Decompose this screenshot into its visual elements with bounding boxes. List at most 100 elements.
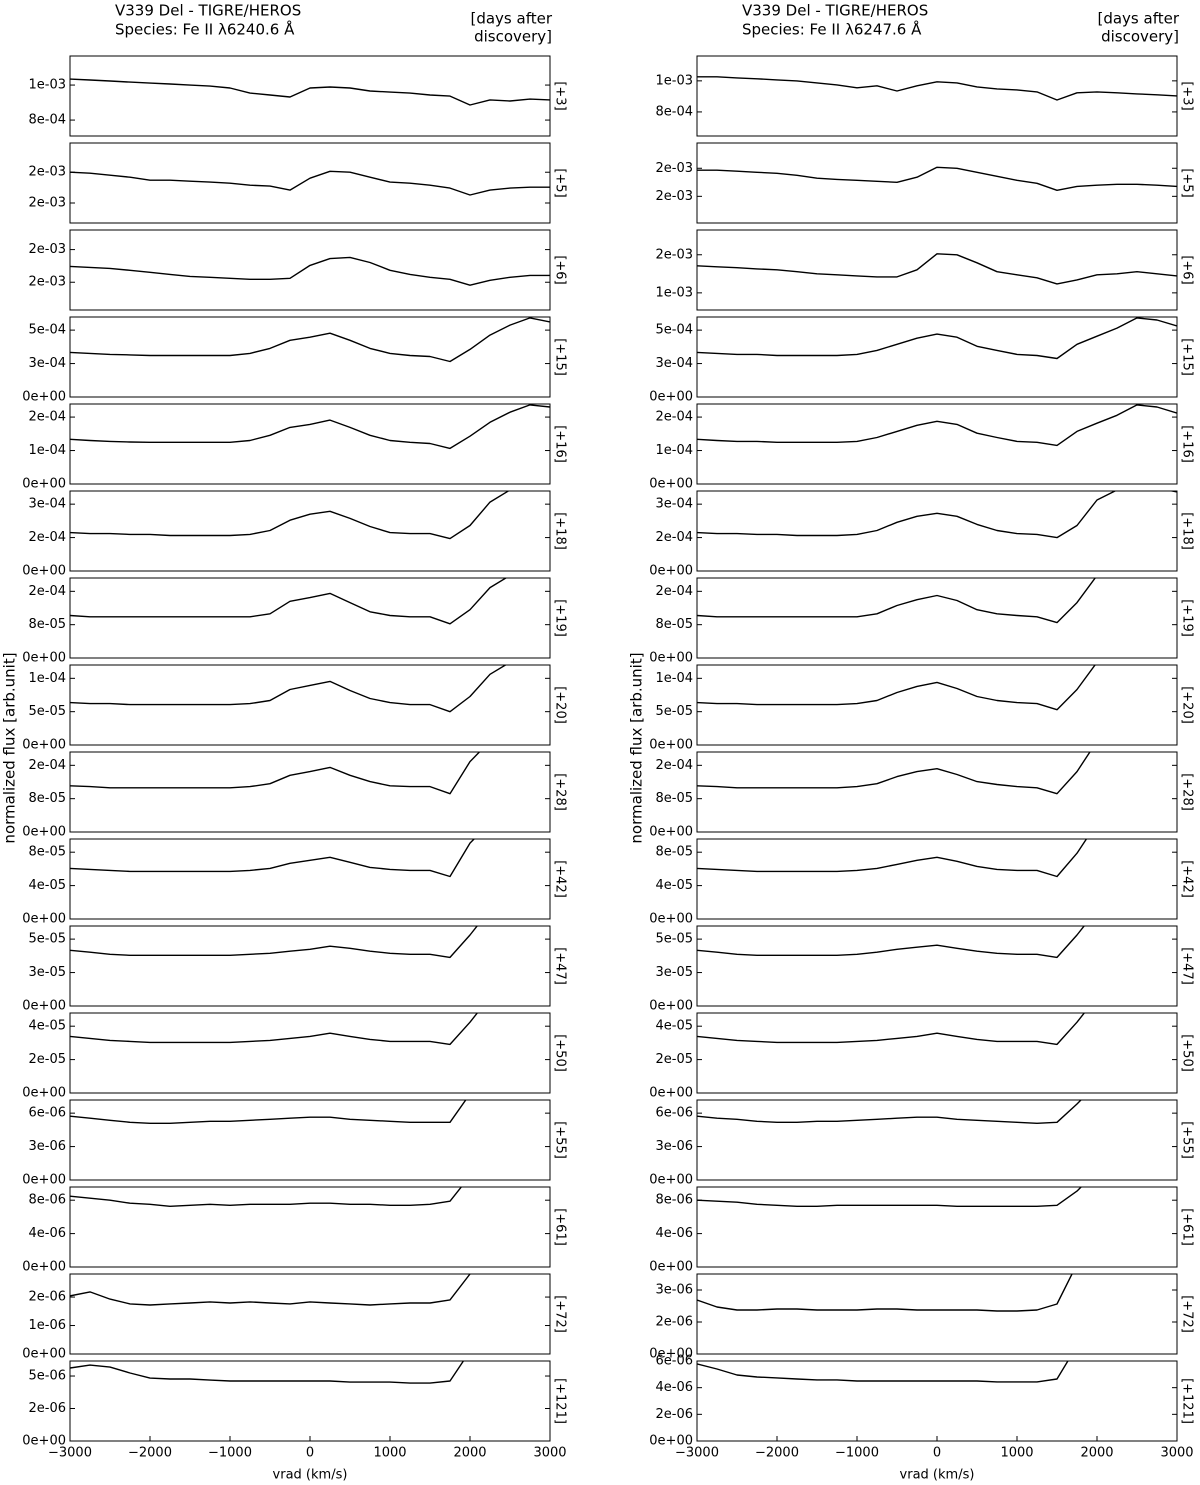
- plot-area: [70, 839, 476, 878]
- panel-frame: [696, 1099, 1178, 1181]
- y-tick-label: 0e+00: [649, 564, 693, 579]
- y-tick-label: 2e-03: [28, 275, 66, 290]
- y-tick-label: 0e+00: [649, 477, 693, 492]
- y-tick-label: 2e-03: [28, 196, 66, 211]
- y-tick-label: 0e+00: [649, 390, 693, 405]
- y-tick-label: 4e-06: [28, 1226, 66, 1241]
- x-axis-label: vrad (km/s): [273, 1468, 348, 1483]
- y-tick-label: 1e-06: [28, 1318, 66, 1333]
- epoch-label: [+121]: [1180, 1378, 1195, 1424]
- y-tick-label: 8e-05: [655, 617, 693, 632]
- epoch-label: [+55]: [553, 1121, 568, 1159]
- y-tick-label: 0e+00: [22, 564, 66, 579]
- y-tick-label: 3e-06: [655, 1283, 693, 1298]
- y-tick-label: 2e-04: [655, 758, 693, 773]
- epoch-label: [+28]: [553, 773, 568, 811]
- y-tick-label: 1e-03: [28, 78, 66, 93]
- y-tick-label: 2e-03: [655, 247, 693, 262]
- x-tick-label: 2000: [1080, 1446, 1113, 1461]
- plot-area: [697, 752, 1091, 795]
- y-tick-label: 4e-06: [655, 1380, 693, 1395]
- y-axis-label: normalized flux [arb.unit]: [1, 652, 19, 843]
- y-tick-label: 3e-04: [28, 497, 66, 512]
- panel-frame: [69, 1186, 551, 1268]
- y-tick-label: 0e+00: [649, 1086, 693, 1101]
- y-tick-label: 8e-05: [655, 845, 693, 860]
- x-tick-label: 2000: [453, 1446, 486, 1461]
- plot-area: [697, 166, 1177, 191]
- spectrum-line: [697, 317, 1177, 360]
- chart-title: V339 Del - TIGRE/HEROS: [115, 2, 301, 20]
- spectrum-line: [70, 1361, 465, 1384]
- plot-area: [70, 256, 550, 286]
- plot-area: [697, 1361, 1069, 1383]
- y-tick-label: 5e-06: [28, 1369, 66, 1384]
- y-tick-label: 8e-05: [28, 845, 66, 860]
- y-tick-label: 3e-06: [28, 1139, 66, 1154]
- epoch-label: [+16]: [553, 425, 568, 463]
- y-tick-label: 0e+00: [22, 477, 66, 492]
- epoch-label: [+50]: [553, 1034, 568, 1072]
- y-tick-label: 1e-04: [28, 443, 66, 458]
- y-tick-label: 6e-06: [655, 1106, 693, 1121]
- y-tick-label: 0e+00: [22, 1434, 66, 1449]
- y-tick-label: 1e-03: [655, 73, 693, 88]
- panel-frame: [69, 838, 551, 920]
- plot-area: [70, 404, 550, 450]
- y-tick-label: 2e-06: [655, 1315, 693, 1330]
- y-tick-label: 2e-05: [655, 1052, 693, 1067]
- panel-frame: [69, 55, 551, 137]
- x-axis-label: vrad (km/s): [900, 1468, 975, 1483]
- y-tick-label: 2e-06: [655, 1407, 693, 1422]
- plot-area: [697, 76, 1177, 101]
- plot-area: [70, 1274, 472, 1306]
- y-tick-label: 0e+00: [22, 651, 66, 666]
- y-tick-label: 1e-03: [655, 285, 693, 300]
- x-tick-label: −2000: [755, 1446, 799, 1461]
- y-tick-label: 2e-04: [655, 584, 693, 599]
- spectrum-line: [697, 665, 1096, 711]
- y-tick-label: 3e-04: [28, 356, 66, 371]
- x-tick-label: 1000: [373, 1446, 406, 1461]
- panel-frame: [696, 751, 1178, 833]
- plot-area: [70, 170, 550, 196]
- chart-title: V339 Del - TIGRE/HEROS: [742, 2, 928, 20]
- y-tick-label: 2e-05: [28, 1052, 66, 1067]
- y-tick-label: 3e-04: [655, 497, 693, 512]
- plot-area: [697, 1187, 1083, 1207]
- y-tick-label: 2e-04: [28, 530, 66, 545]
- y-tick-label: 0e+00: [22, 1086, 66, 1101]
- epoch-label: [+15]: [1180, 338, 1195, 376]
- plot-area: [697, 839, 1088, 878]
- x-tick-label: 0: [933, 1446, 941, 1461]
- spectrum-line: [697, 752, 1091, 795]
- epoch-label: [+15]: [553, 338, 568, 376]
- y-tick-label: 0e+00: [649, 1434, 693, 1449]
- epoch-label: [+72]: [1180, 1295, 1195, 1333]
- x-tick-label: −2000: [128, 1446, 172, 1461]
- panel-frame: [69, 403, 551, 485]
- y-tick-label: 0e+00: [22, 999, 66, 1014]
- plot-area: [70, 1361, 465, 1384]
- chart-subtitle: Species: Fe II λ6247.6 Å: [742, 20, 922, 39]
- x-tick-label: −3000: [675, 1446, 719, 1461]
- y-tick-label: 2e-04: [28, 410, 66, 425]
- annotation: [days after: [470, 10, 552, 28]
- plot-area: [70, 1100, 467, 1124]
- x-tick-label: −3000: [48, 1446, 92, 1461]
- y-tick-label: 0e+00: [649, 912, 693, 927]
- y-tick-label: 0e+00: [22, 738, 66, 753]
- y-tick-label: 4e-05: [28, 1019, 66, 1034]
- y-tick-label: 2e-04: [655, 410, 693, 425]
- spectrum-line: [70, 317, 550, 363]
- y-tick-label: 4e-06: [655, 1226, 693, 1241]
- epoch-label: [+55]: [1180, 1121, 1195, 1159]
- y-tick-label: 3e-04: [655, 356, 693, 371]
- panel-frame: [696, 229, 1178, 311]
- panel-frame: [69, 142, 551, 224]
- plot-area: [697, 404, 1177, 447]
- epoch-label: [+20]: [553, 686, 568, 724]
- epoch-label: [+19]: [553, 599, 568, 637]
- plot-area: [697, 1013, 1086, 1046]
- panel-frame: [69, 1012, 551, 1094]
